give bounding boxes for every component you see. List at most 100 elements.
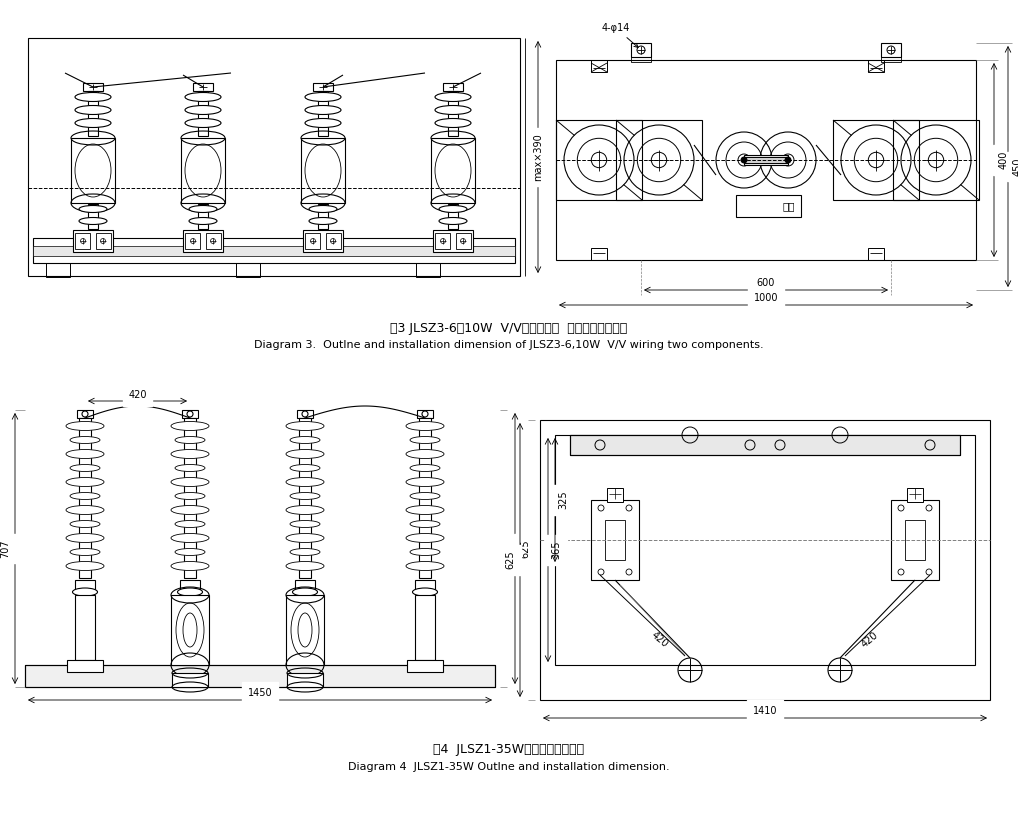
Bar	[868, 60, 884, 72]
Ellipse shape	[66, 506, 104, 515]
Ellipse shape	[435, 92, 471, 101]
Text: Diagram 3.  Outlne and installation dimension of JLSZ3-6,10W  V/V wiring two com: Diagram 3. Outlne and installation dimen…	[254, 340, 764, 350]
Bar	[297, 410, 313, 418]
Circle shape	[741, 157, 747, 163]
Bar	[417, 410, 433, 418]
Bar	[540, 420, 989, 700]
Bar	[46, 263, 70, 277]
Bar	[326, 233, 341, 249]
Bar	[607, 488, 623, 502]
Ellipse shape	[286, 534, 324, 542]
Ellipse shape	[171, 449, 209, 458]
Text: 1450: 1450	[247, 688, 272, 698]
Bar	[180, 580, 200, 592]
Bar	[556, 60, 976, 260]
Ellipse shape	[410, 436, 440, 444]
Text: 450: 450	[1013, 157, 1018, 176]
Bar	[79, 418, 91, 578]
Ellipse shape	[177, 588, 203, 596]
Text: 图4  JLSZ1-35W外形及安装尺寸图: 图4 JLSZ1-35W外形及安装尺寸图	[434, 743, 584, 757]
Ellipse shape	[70, 520, 100, 528]
Text: 707: 707	[0, 539, 10, 558]
Ellipse shape	[305, 92, 341, 101]
Bar	[905, 520, 925, 560]
Text: 图3 JLSZ3-6、10W  V/V接线二元件  外形及安装尺寸图: 图3 JLSZ3-6、10W V/V接线二元件 外形及安装尺寸图	[390, 322, 628, 334]
Ellipse shape	[286, 422, 324, 431]
Ellipse shape	[286, 449, 324, 458]
Bar	[456, 233, 471, 249]
Bar	[591, 248, 607, 260]
Text: 420: 420	[649, 630, 670, 650]
Ellipse shape	[70, 465, 100, 471]
Ellipse shape	[171, 561, 209, 570]
Ellipse shape	[171, 477, 209, 486]
Text: 420: 420	[128, 390, 147, 400]
Ellipse shape	[189, 217, 217, 225]
Ellipse shape	[66, 534, 104, 542]
Bar	[88, 91, 98, 136]
Bar	[891, 500, 939, 580]
Ellipse shape	[171, 534, 209, 542]
Ellipse shape	[410, 520, 440, 528]
Ellipse shape	[70, 436, 100, 444]
Bar	[77, 410, 93, 418]
Ellipse shape	[66, 422, 104, 431]
Bar	[616, 120, 702, 200]
Bar	[591, 60, 607, 72]
Ellipse shape	[175, 520, 205, 528]
Ellipse shape	[75, 92, 111, 101]
Bar	[29, 38, 520, 276]
Bar	[736, 195, 801, 217]
Text: 625: 625	[505, 551, 515, 569]
Ellipse shape	[309, 217, 337, 225]
Bar	[236, 263, 260, 277]
Ellipse shape	[75, 105, 111, 114]
Bar	[33, 246, 515, 256]
Bar	[419, 418, 431, 578]
Bar	[605, 520, 625, 560]
Bar	[448, 204, 458, 229]
Bar	[182, 410, 197, 418]
Ellipse shape	[435, 118, 471, 127]
Ellipse shape	[406, 422, 444, 431]
Bar	[73, 230, 113, 252]
Bar	[171, 595, 209, 665]
Ellipse shape	[175, 548, 205, 556]
Ellipse shape	[185, 118, 221, 127]
Ellipse shape	[439, 217, 467, 225]
Text: 4-φ14: 4-φ14	[602, 23, 638, 47]
Ellipse shape	[175, 436, 205, 444]
Bar	[415, 595, 435, 660]
Bar	[416, 263, 440, 277]
Ellipse shape	[286, 477, 324, 486]
Bar	[407, 660, 443, 672]
Bar	[744, 157, 788, 163]
Bar	[415, 580, 435, 592]
Text: 1410: 1410	[752, 706, 778, 716]
Bar	[25, 665, 495, 687]
Text: 1000: 1000	[753, 293, 778, 303]
Ellipse shape	[439, 206, 467, 212]
Bar	[83, 83, 103, 91]
Ellipse shape	[171, 506, 209, 515]
Bar	[313, 83, 333, 91]
Ellipse shape	[66, 477, 104, 486]
Bar	[295, 580, 315, 592]
Bar	[193, 83, 213, 91]
Text: 600: 600	[756, 278, 775, 288]
Text: 400: 400	[999, 151, 1009, 169]
Bar	[984, 60, 986, 260]
Bar	[71, 138, 115, 203]
Bar	[591, 500, 639, 580]
Ellipse shape	[290, 493, 320, 499]
Bar	[183, 230, 223, 252]
Ellipse shape	[290, 436, 320, 444]
Bar	[33, 238, 515, 263]
Ellipse shape	[79, 206, 107, 212]
Bar	[185, 233, 200, 249]
Bar	[96, 233, 111, 249]
Ellipse shape	[72, 588, 98, 596]
Bar	[431, 138, 475, 203]
Ellipse shape	[75, 118, 111, 127]
Bar	[197, 91, 208, 136]
